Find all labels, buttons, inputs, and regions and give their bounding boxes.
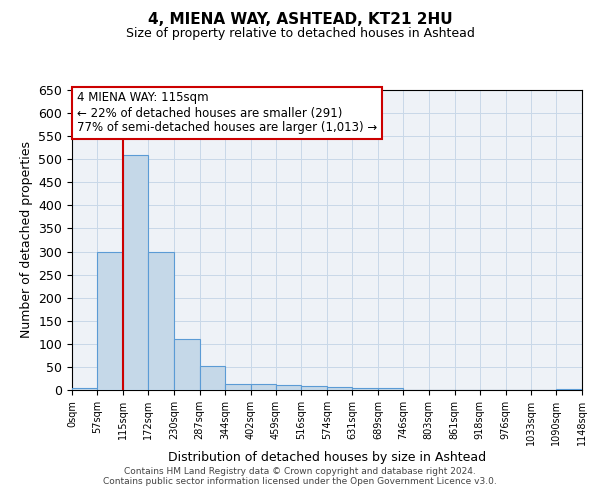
Bar [148,252,174,390]
Bar [352,388,378,390]
Y-axis label: Number of detached properties: Number of detached properties [20,142,33,338]
Bar [276,386,301,390]
Bar [327,387,352,390]
Text: Contains HM Land Registry data © Crown copyright and database right 2024.: Contains HM Land Registry data © Crown c… [124,467,476,476]
Bar [301,386,327,390]
Bar [123,154,148,390]
Bar [378,388,403,390]
Bar [199,366,225,390]
Text: 4, MIENA WAY, ASHTEAD, KT21 2HU: 4, MIENA WAY, ASHTEAD, KT21 2HU [148,12,452,28]
Bar [225,384,251,390]
Bar [174,339,199,390]
Text: Size of property relative to detached houses in Ashtead: Size of property relative to detached ho… [125,28,475,40]
Bar [556,389,582,390]
Text: Contains public sector information licensed under the Open Government Licence v3: Contains public sector information licen… [103,477,497,486]
Bar [72,388,97,390]
Bar [251,384,276,390]
X-axis label: Distribution of detached houses by size in Ashtead: Distribution of detached houses by size … [168,450,486,464]
Text: 4 MIENA WAY: 115sqm
← 22% of detached houses are smaller (291)
77% of semi-detac: 4 MIENA WAY: 115sqm ← 22% of detached ho… [77,92,377,134]
Bar [97,252,123,390]
